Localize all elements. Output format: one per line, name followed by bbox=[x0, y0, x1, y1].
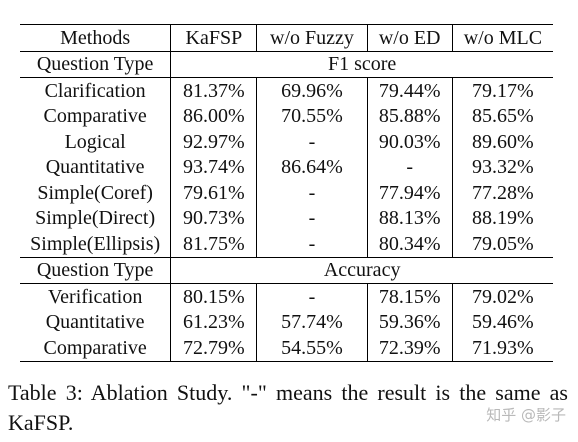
value-cell: 80.15% bbox=[170, 283, 257, 310]
section-label: Question Type bbox=[20, 51, 171, 78]
section-metric: Accuracy bbox=[170, 257, 553, 284]
row-label-cell: Simple(Ellipsis) bbox=[20, 231, 171, 258]
value-cell: 81.37% bbox=[170, 77, 257, 104]
value-cell: 71.93% bbox=[451, 335, 553, 362]
value-cell: - bbox=[256, 180, 368, 206]
table-row: Verification 80.15% -78.15% 79.02% bbox=[20, 283, 553, 310]
value-cell: 79.44% bbox=[366, 77, 453, 104]
row-label-cell: Simple(Direct) bbox=[35, 207, 156, 230]
row-label-cell: Clarification bbox=[44, 79, 146, 102]
col-header-wo-mlc: w/o MLC bbox=[451, 24, 553, 52]
row-label-cell: Simple(Coref) bbox=[37, 181, 153, 204]
value-cell: 85.88% bbox=[366, 103, 453, 129]
value-cell: 81.75% bbox=[170, 231, 257, 258]
value-cell: 93.32% bbox=[451, 154, 553, 180]
value-cell: 61.23% bbox=[170, 309, 257, 335]
table-row: Comparative 72.79% 54.55% 72.39% 71.93% bbox=[20, 335, 553, 362]
value-cell: 77.28% bbox=[451, 180, 553, 206]
value-cell: 78.15% bbox=[366, 283, 453, 310]
row-label-cell: Verification bbox=[47, 285, 143, 308]
value-cell: 79.02% bbox=[451, 283, 553, 310]
value-cell: - bbox=[256, 205, 368, 231]
section-header-row: Question Type F1 score bbox=[20, 51, 553, 78]
row-label-cell: Comparative bbox=[20, 335, 171, 362]
table-row: Quantitative 93.74% 86.64% -93.32% bbox=[20, 154, 553, 180]
value-cell: 79.61% bbox=[170, 180, 257, 206]
table-header-row: Methods KaFSP w/o Fuzzy w/o ED w/o MLC bbox=[20, 24, 553, 52]
value-cell: 72.79% bbox=[170, 335, 257, 362]
value-cell: - bbox=[256, 231, 368, 258]
value-cell: 77.94% bbox=[366, 180, 453, 206]
value-cell: - bbox=[366, 154, 453, 180]
value-cell: - bbox=[256, 129, 368, 155]
value-cell: 59.36% bbox=[366, 309, 453, 335]
value-cell: 86.00% bbox=[170, 103, 257, 129]
watermark: 知乎 @影子 bbox=[486, 406, 566, 424]
col-header-wo-fuzzy: w/o Fuzzy bbox=[256, 24, 368, 52]
value-cell: 93.74% bbox=[170, 154, 257, 180]
table-row: Simple(Direct) 90.73% -88.13% 88.19% bbox=[20, 205, 553, 231]
value-cell: 90.03% bbox=[366, 129, 453, 155]
table-row: Clarification 81.37% 69.96% 79.44% 79.17% bbox=[20, 77, 553, 104]
section-metric: F1 score bbox=[170, 51, 553, 78]
col-header-wo-ed: w/o ED bbox=[366, 24, 453, 52]
col-header-methods: Methods bbox=[20, 24, 171, 52]
row-label-cell: Quantitative bbox=[45, 311, 145, 334]
table-body: Question Type F1 score Clarification 81.37%… bbox=[20, 51, 553, 362]
value-cell: 69.96% bbox=[256, 77, 368, 104]
value-cell: 90.73% bbox=[170, 205, 257, 231]
value-cell: 57.74% bbox=[256, 309, 368, 335]
table-row: Simple(Coref) 79.61% -77.94% 77.28% bbox=[20, 180, 553, 206]
row-label-cell: Quantitative bbox=[45, 156, 145, 179]
value-cell: - bbox=[256, 283, 368, 310]
value-cell: 89.60% bbox=[451, 129, 553, 155]
value-cell: 86.64% bbox=[256, 154, 368, 180]
table-row: Quantitative 61.23% 57.74% 59.36% 59.46% bbox=[20, 309, 553, 335]
value-cell: 79.17% bbox=[451, 77, 553, 104]
value-cell: 88.13% bbox=[366, 205, 453, 231]
value-cell: 54.55% bbox=[256, 335, 368, 362]
section-label: Question Type bbox=[20, 257, 171, 284]
value-cell: 85.65% bbox=[451, 103, 553, 129]
value-cell: 88.19% bbox=[451, 205, 553, 231]
value-cell: 70.55% bbox=[256, 103, 368, 129]
ablation-table: Methods KaFSP w/o Fuzzy w/o ED w/o MLC Q… bbox=[20, 24, 553, 362]
table-row: Logical 92.97% -90.03% 89.60% bbox=[20, 129, 553, 155]
table-row: Comparative 86.00% 70.55% 85.88% 85.65% bbox=[20, 103, 553, 129]
value-cell: 72.39% bbox=[366, 335, 453, 362]
table-caption: Table 3: Ablation Study. "-" means the r… bbox=[8, 380, 568, 435]
section-header-row: Question Type Accuracy bbox=[20, 257, 553, 284]
value-cell: 92.97% bbox=[170, 129, 257, 155]
row-label-cell: Logical bbox=[64, 130, 126, 153]
value-cell: 59.46% bbox=[451, 309, 553, 335]
row-label-cell: Comparative bbox=[43, 105, 147, 128]
value-cell: 80.34% bbox=[366, 231, 453, 258]
table-row: Simple(Ellipsis) 81.75% -80.34% 79.05% bbox=[20, 231, 553, 258]
col-header-kafsp: KaFSP bbox=[170, 24, 257, 52]
value-cell: 79.05% bbox=[451, 231, 553, 258]
